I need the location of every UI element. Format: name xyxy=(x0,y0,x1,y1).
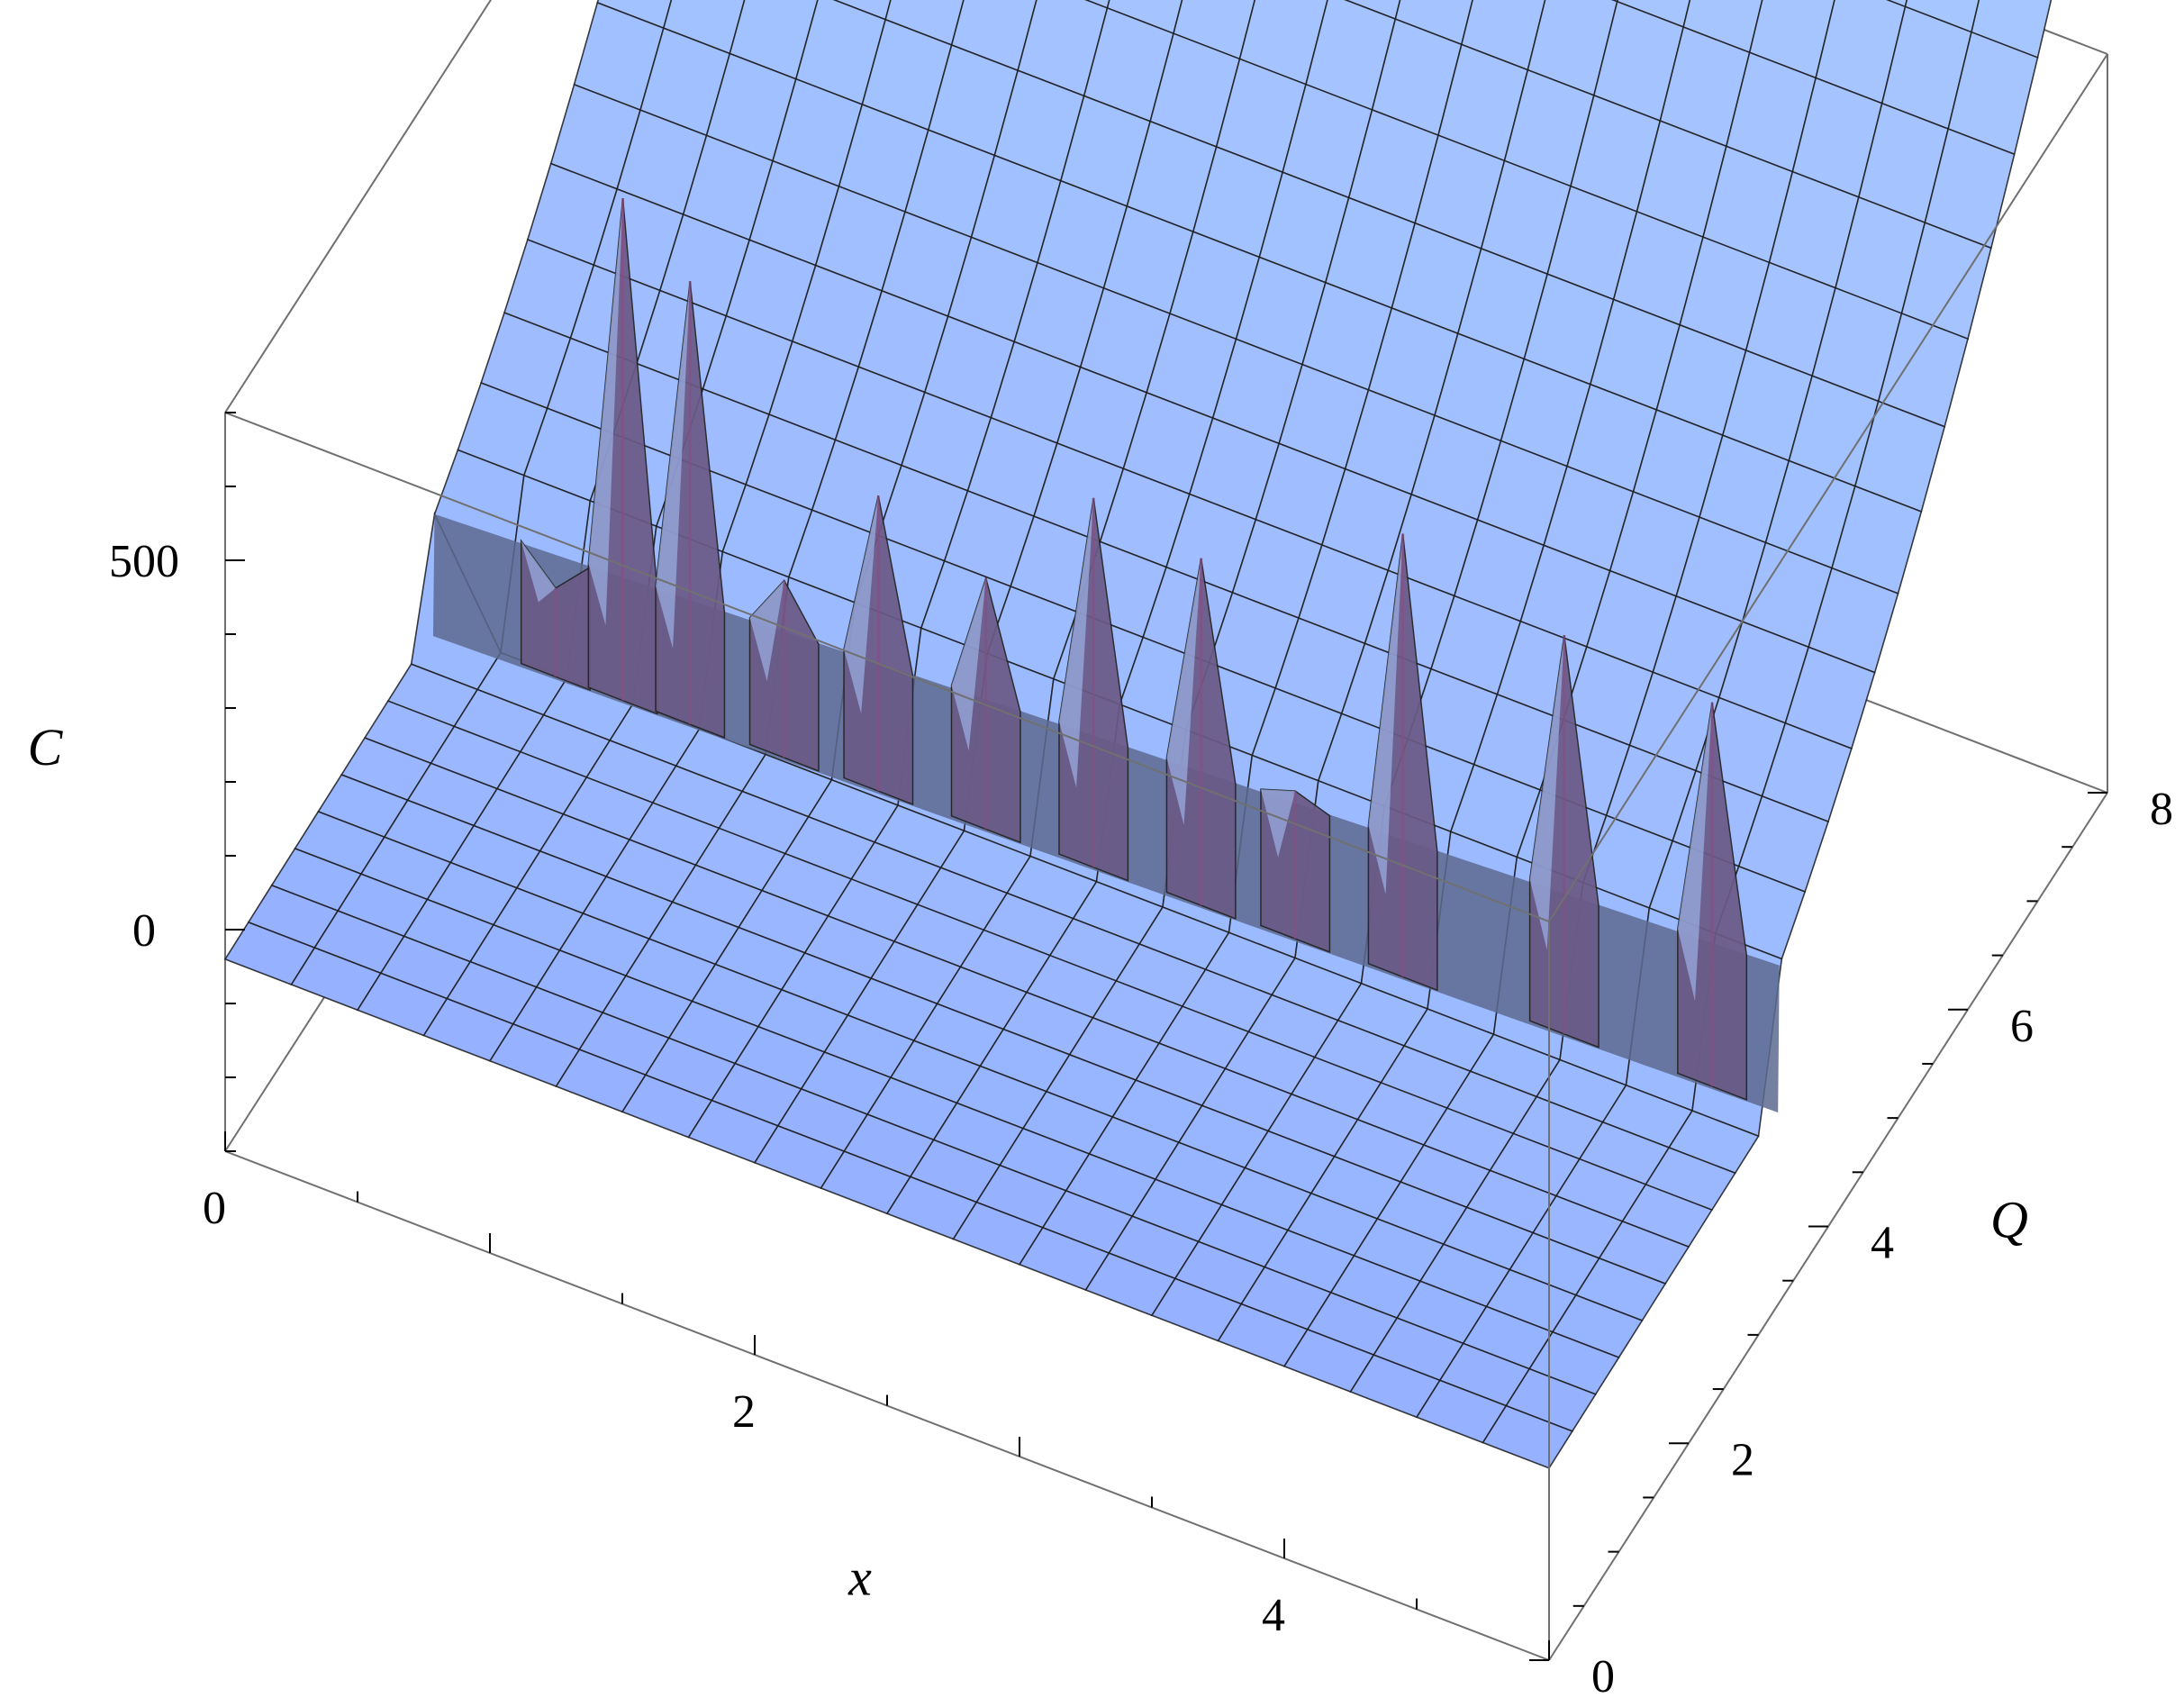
box-edge-front-4 xyxy=(224,412,1550,922)
c-tick-label-0: 0 xyxy=(132,905,156,957)
x-axis-label: x xyxy=(847,1548,872,1607)
box-edge-back-5 xyxy=(224,0,493,413)
axis-ticks xyxy=(224,412,2107,1661)
spike-highlight-6 xyxy=(1058,497,1094,788)
x-tick-label-2: 2 xyxy=(732,1386,756,1438)
q-tick-label-8: 8 xyxy=(2150,784,2173,835)
surface-spikes xyxy=(520,198,1748,1101)
x-tick-label-4: 4 xyxy=(1262,1590,1285,1641)
spike-highlight-2 xyxy=(655,281,691,649)
q-tick-label-0: 0 xyxy=(1591,1651,1615,1698)
x-tick-label-0: 0 xyxy=(203,1183,226,1234)
spike-highlight-8 xyxy=(1260,789,1296,858)
box-edge-front-3 xyxy=(1548,53,2108,922)
q-tick-label-6: 6 xyxy=(2010,1001,2034,1052)
c-axis-label: C xyxy=(28,718,64,776)
q-tick-label-4: 4 xyxy=(1871,1218,1894,1269)
surface-mesh xyxy=(223,0,2053,1469)
spike-highlight-10 xyxy=(1529,635,1564,950)
spike-highlight-4 xyxy=(844,495,879,714)
spike-highlight-7 xyxy=(1166,558,1201,825)
spike-highlight-5 xyxy=(951,577,986,751)
axis-labels: 0 2 4 0 2 4 6 8 0 500 x Q C xyxy=(28,536,2173,1698)
q-tick-label-2: 2 xyxy=(1731,1434,1754,1485)
spike-highlight-11 xyxy=(1677,702,1713,1002)
spike-highlight-0 xyxy=(521,540,556,603)
q-axis-label: Q xyxy=(1990,1190,2028,1249)
spike-highlight-3 xyxy=(749,580,784,682)
spike-highlight-9 xyxy=(1368,533,1403,894)
c-tick-label-500: 500 xyxy=(109,536,179,587)
spike-highlight-1 xyxy=(588,198,623,626)
